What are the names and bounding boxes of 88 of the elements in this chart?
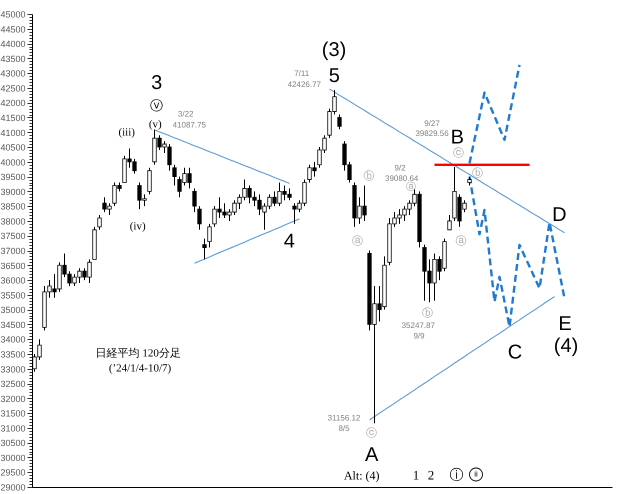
y-tick-label: 40500 (0, 142, 26, 153)
annotation: 9/27 (424, 119, 440, 128)
annotation: E (558, 313, 572, 335)
annotation: 42426.77 (288, 80, 322, 89)
annotation: D (552, 204, 567, 226)
annotation: 35247.87 (402, 321, 436, 330)
annotation: B (450, 126, 464, 148)
annotation: C (508, 342, 522, 364)
y-tick-label: 42500 (0, 83, 26, 94)
text: 日経平均 120分足 (96, 347, 181, 360)
annotation: 31156.12 (328, 413, 361, 422)
y-tick-label: 44500 (0, 24, 26, 34)
candlestick (192, 188, 197, 213)
annotation: (3) (322, 39, 346, 61)
y-tick-label: 33000 (0, 364, 26, 374)
annotation: (iv) (130, 220, 146, 233)
y-tick-label: 39000 (0, 186, 26, 197)
y-tick-label: 34000 (0, 334, 26, 345)
annotation: 41087.75 (172, 120, 207, 130)
annotation: 9/9 (413, 332, 426, 341)
y-tick-label: 42000 (0, 98, 26, 108)
y-tick-label: 31500 (0, 408, 26, 419)
y-tick-label: 29500 (0, 468, 26, 478)
line-series (194, 218, 300, 264)
y-tick-label: 32500 (0, 379, 26, 390)
annotation: 39080.64 (385, 174, 419, 183)
annotation: 9/2 (394, 163, 406, 172)
annotation: ⓥ (150, 98, 164, 113)
y-tick-label: 30500 (0, 438, 26, 448)
y-tick-label: 38500 (0, 202, 26, 212)
y-tick-label: 43500 (0, 54, 26, 64)
y-tick-label: 30000 (0, 452, 26, 463)
text: (’24/1/4-10/7) (108, 362, 172, 374)
candlestick (202, 238, 207, 260)
y-tick-label: 41000 (0, 128, 26, 138)
y-tick-label: 36000 (0, 276, 26, 286)
annotation: 7/11 (294, 69, 310, 78)
annotation: ⓘ (450, 466, 464, 483)
y-tick-label: 44000 (0, 39, 26, 50)
y-tick-label: 41500 (0, 112, 26, 123)
y-tick-label: 43000 (0, 68, 26, 79)
y-tick-label: 32000 (0, 394, 26, 404)
annotation: 4 (284, 230, 295, 253)
annotation: ⓑ (422, 306, 434, 320)
line-series (468, 64, 521, 164)
candlestick (147, 167, 152, 195)
line-series (154, 129, 290, 184)
annotation: (4) (554, 335, 578, 357)
candlestick (197, 206, 202, 230)
y-tick-label: 35500 (0, 290, 26, 300)
y-tick-label: 35000 (0, 305, 26, 316)
y-tick-label: 39500 (0, 172, 26, 182)
candlestick (97, 214, 102, 230)
y-tick-label: 45000 (0, 10, 26, 20)
candlestick (447, 214, 452, 230)
annotation: ⓐ (406, 181, 416, 193)
annotation: ii (474, 470, 478, 478)
y-tick-label: 40000 (0, 157, 26, 168)
y-tick-label: 38000 (0, 216, 26, 226)
annotation: 3/22 (178, 109, 194, 118)
candlestick (337, 114, 342, 130)
y-tick-label: 37500 (0, 231, 26, 242)
annotation: 3 (151, 72, 162, 94)
annotation: 8/5 (338, 424, 350, 433)
annotation: ⓑ (364, 170, 374, 183)
annotation: 2 (428, 468, 434, 483)
y-tick-label: 37000 (0, 246, 26, 256)
annotation: ⓒ (366, 426, 378, 440)
annotation: A (365, 444, 380, 466)
y-tick-label: 34500 (0, 320, 26, 330)
y-tick-label: 31000 (0, 423, 26, 434)
y-tick-label: 29000 (0, 482, 26, 492)
annotation: 39829.56 (415, 129, 450, 138)
annotation: (v) (148, 118, 162, 130)
annotation: 1 (412, 468, 420, 483)
line-series (368, 296, 556, 420)
annotation: ⓑ (472, 166, 484, 180)
annotation: (iii) (118, 126, 136, 139)
annotation: ⓐ (456, 234, 466, 248)
annotation: Alt: (4) (344, 468, 380, 483)
y-tick-label: 33500 (0, 349, 26, 360)
candlestick (172, 164, 177, 186)
candlestick (207, 223, 212, 248)
line-series (328, 88, 566, 234)
y-tick-label: 36500 (0, 260, 26, 271)
annotation: ⓐ (352, 234, 364, 248)
annotation: ⓒ (453, 146, 464, 160)
annotation: 5 (328, 65, 340, 87)
